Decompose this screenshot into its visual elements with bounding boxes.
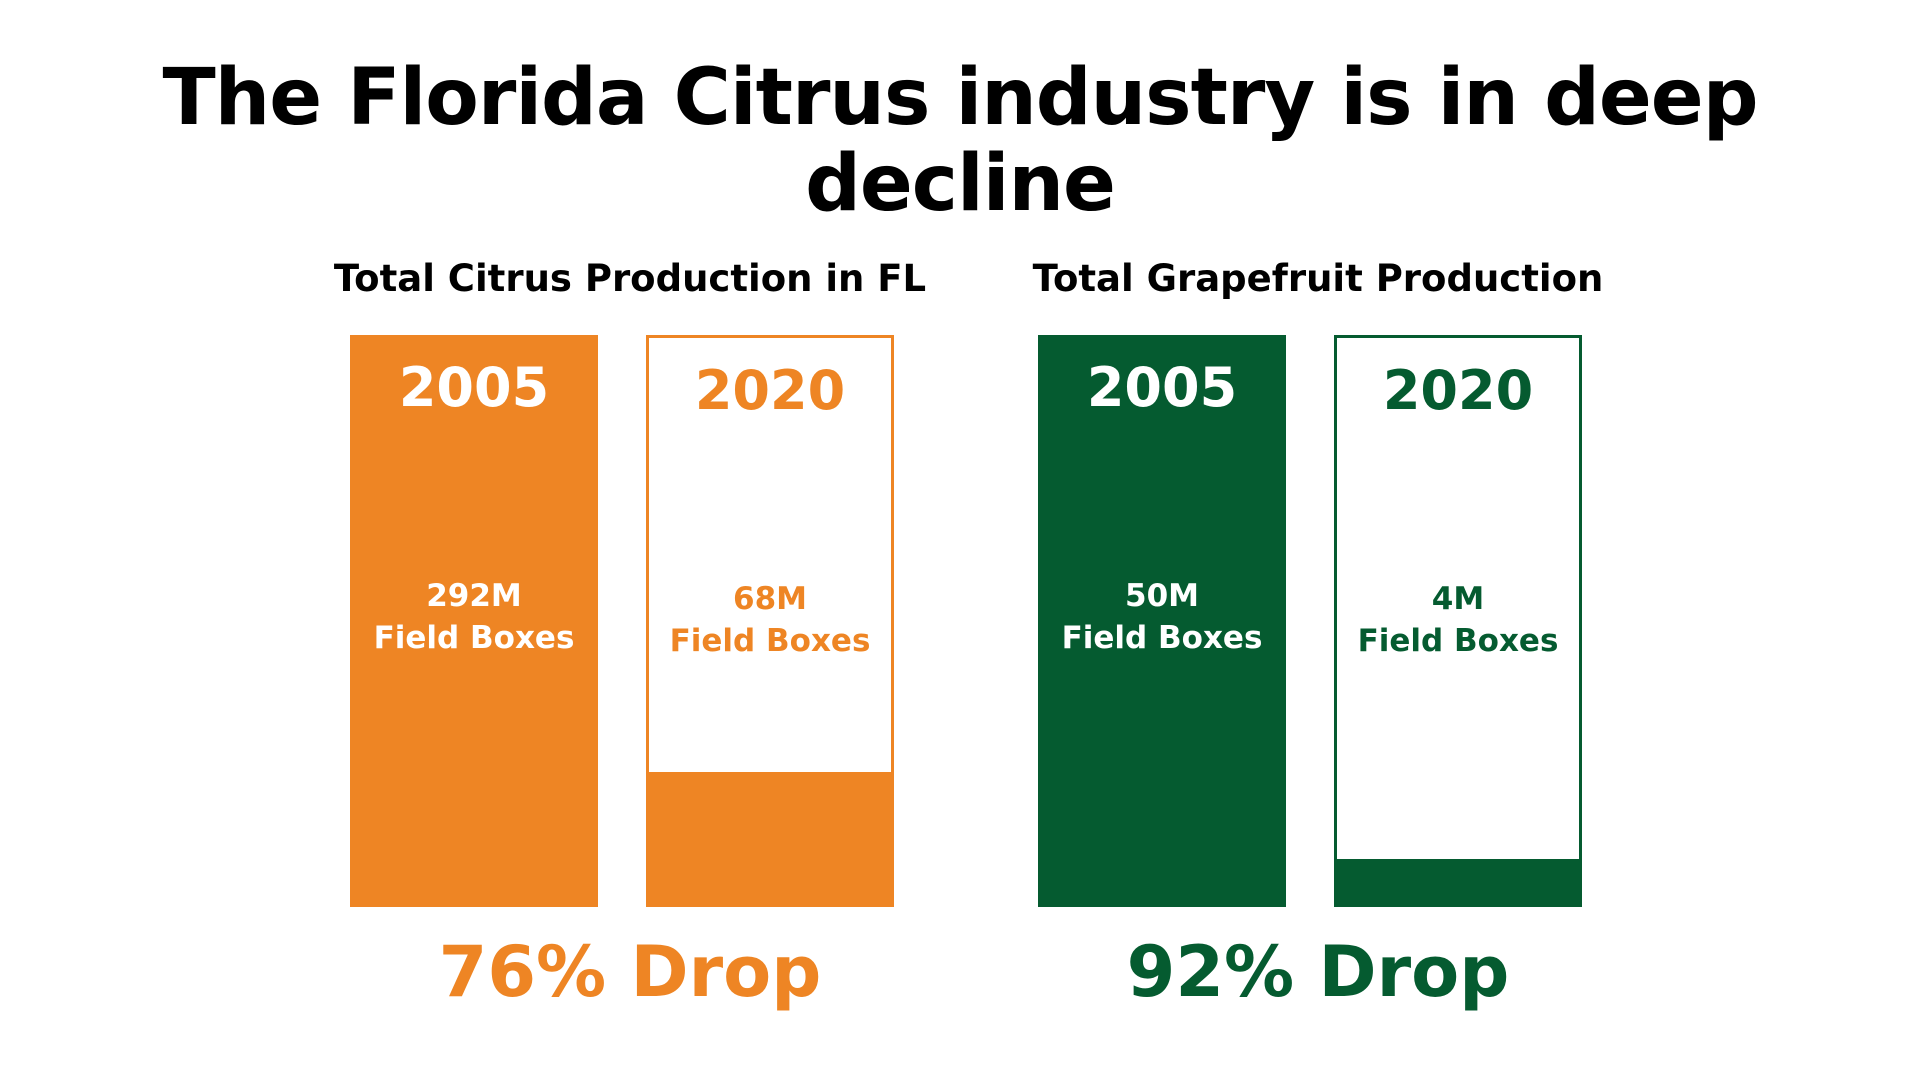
bar-fill (1038, 335, 1286, 907)
bar-value: 68M (733, 581, 807, 617)
chart-citrus: Total Citrus Production in FL 2005 292M … (320, 255, 940, 1015)
bar-fill (1337, 858, 1579, 904)
bar-fill (350, 335, 598, 907)
drop-annotation: 92% Drop (1126, 931, 1510, 1013)
chart-grapefruit: Total Grapefruit Production 2005 50M Fie… (1008, 255, 1628, 1015)
bar-value-label: 292M Field Boxes (350, 575, 598, 659)
bar-unit: Field Boxes (1061, 620, 1263, 656)
bar-citrus-2020: 2020 68M Field Boxes (646, 335, 894, 907)
bar-year-label: 2005 (398, 356, 550, 419)
bar-value: 50M (1125, 578, 1199, 614)
bar-unit: Field Boxes (669, 623, 871, 659)
drop-annotation: 76% Drop (438, 931, 822, 1013)
bar-value-label: 68M Field Boxes (649, 578, 891, 662)
bar-year-label: 2020 (1382, 359, 1534, 422)
bar-year-label: 2020 (694, 359, 846, 422)
bar-citrus-2005: 2005 292M Field Boxes (350, 335, 598, 907)
bar-value: 4M (1431, 581, 1485, 617)
bar-unit: Field Boxes (373, 620, 575, 656)
bar-value: 292M (426, 578, 522, 614)
chart-title: Total Citrus Production in FL (333, 257, 927, 300)
chart-title: Total Grapefruit Production (1032, 257, 1604, 300)
bar-year-label: 2005 (1086, 356, 1238, 419)
bar-fill (649, 772, 891, 904)
bar-unit: Field Boxes (1357, 623, 1559, 659)
bar-grapefruit-2005: 2005 50M Field Boxes (1038, 335, 1286, 907)
bar-grapefruit-2020: 2020 4M Field Boxes (1334, 335, 1582, 907)
page-title: The Florida Citrus industry is in deep d… (162, 53, 1758, 229)
bar-value-label: 4M Field Boxes (1337, 578, 1579, 662)
bar-value-label: 50M Field Boxes (1038, 575, 1286, 659)
